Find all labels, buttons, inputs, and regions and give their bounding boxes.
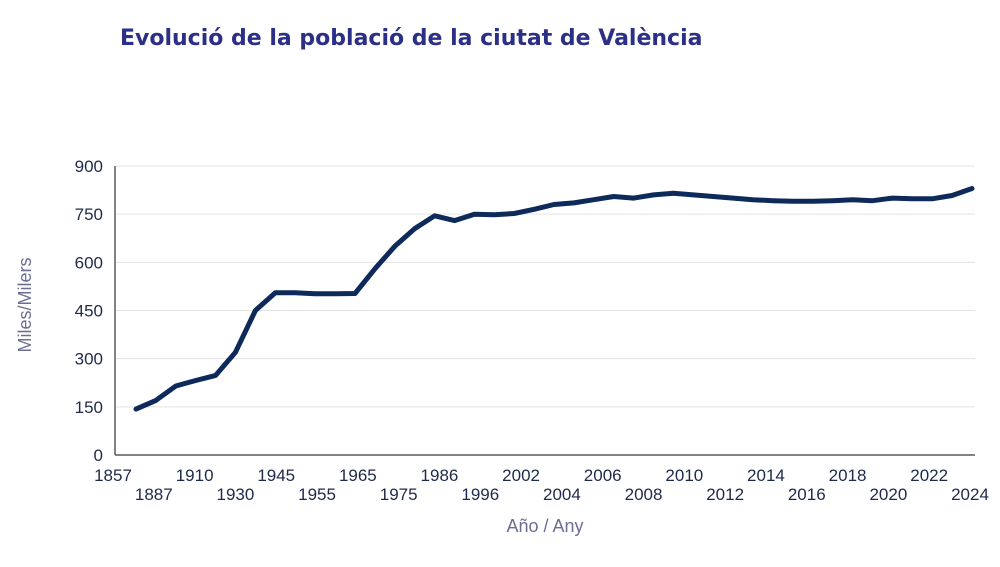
chart-title: Evolució de la població de la ciutat de … — [120, 26, 703, 51]
x-tick-label: 1965 — [339, 466, 377, 485]
x-tick-label: 1930 — [217, 485, 255, 504]
y-tick-label: 150 — [75, 398, 103, 417]
y-tick-label: 900 — [75, 157, 103, 176]
x-tick-label: 2010 — [665, 466, 703, 485]
y-tick-label: 750 — [75, 205, 103, 224]
x-axis-label: Año / Any — [506, 516, 583, 536]
x-tick-label: 1986 — [421, 466, 459, 485]
x-tick-label: 1945 — [257, 466, 295, 485]
x-tick-label: 1857 — [94, 466, 132, 485]
y-tick-label: 300 — [75, 350, 103, 369]
x-tick-label: 1975 — [380, 485, 418, 504]
x-tick-label: 2016 — [788, 485, 826, 504]
x-tick-label: 2022 — [910, 466, 948, 485]
x-tick-label: 1910 — [176, 466, 214, 485]
x-tick-label: 1887 — [135, 485, 173, 504]
x-tick-label: 2002 — [502, 466, 540, 485]
y-tick-label: 0 — [94, 446, 103, 465]
x-tick-label: 2020 — [869, 485, 907, 504]
y-axis-label: Miles/Milers — [15, 257, 35, 352]
y-tick-label: 450 — [75, 302, 103, 321]
x-tick-label: 2012 — [706, 485, 744, 504]
x-tick-label: 2004 — [543, 485, 581, 504]
x-tick-label: 1996 — [461, 485, 499, 504]
y-tick-labels: 0 150 300 450 600 750 900 — [75, 157, 103, 465]
series-line — [133, 186, 975, 412]
x-tick-label: 2014 — [747, 466, 785, 485]
x-tick-label: 1955 — [298, 485, 336, 504]
x-tick-labels: 1857188719101930194519551965197519861996… — [94, 466, 989, 504]
x-tick-label: 2008 — [625, 485, 663, 504]
x-tick-label: 2018 — [829, 466, 867, 485]
axes — [114, 166, 975, 456]
y-tick-label: 600 — [75, 253, 103, 272]
series-group — [133, 186, 975, 412]
x-tick-label: 2006 — [584, 466, 622, 485]
x-tick-label: 2024 — [951, 485, 989, 504]
